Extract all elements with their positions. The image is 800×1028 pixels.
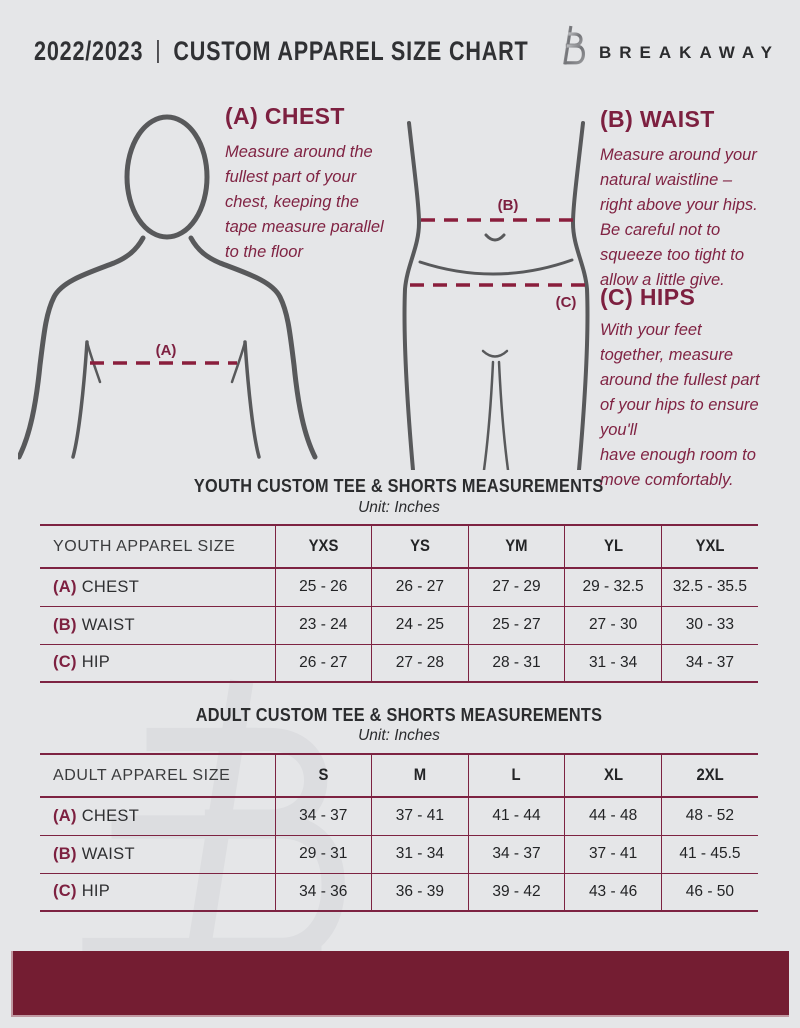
measurement-value: 24 - 25 xyxy=(371,606,469,644)
size-column-label: YOUTH APPAREL SIZE xyxy=(53,537,236,555)
measurement-value: 44 - 48 xyxy=(564,797,662,835)
size-header-xl: XL xyxy=(564,754,662,797)
measurement-row: (A) CHEST 25 - 26 26 - 27 27 - 29 29 - 32.5 3… xyxy=(40,568,758,606)
measurement-value: 27 - 29 xyxy=(467,568,565,606)
chest-marker-label: (A) xyxy=(156,342,177,359)
size-header-m: M xyxy=(371,754,469,797)
measurement-value: 46 - 50 xyxy=(660,873,758,911)
footer-bar xyxy=(11,951,789,1017)
size-header-ys: YS xyxy=(371,525,469,568)
adult-size-table: ADULT APPAREL SIZE S M L XL 2XL (A) CHEST 34 - … xyxy=(40,753,758,912)
measurement-row: (B) WAIST 23 - 24 24 - 25 25 - 27 27 - 30 30 … xyxy=(40,606,758,644)
chest-guide-heading: (A) CHEST xyxy=(225,103,345,129)
measurement-label: (C) HIP xyxy=(53,882,111,901)
measurement-label: (B) WAIST xyxy=(53,844,135,863)
upper-body-figure: (A) xyxy=(18,114,318,460)
measurement-label: (A) CHEST xyxy=(53,806,140,825)
youth-size-table: YOUTH APPAREL SIZE YXS YS YM YL YXL (A) CHEST 2… xyxy=(40,524,758,683)
waist-guide-description: Measure around your natural waistline – … xyxy=(600,146,758,289)
measurement-label: (C) HIP xyxy=(53,653,111,672)
youth-section-title: YOUTH CUSTOM TEE & SHORTS MEASUREMENTS xyxy=(194,475,604,496)
measurement-row: (B) WAIST 29 - 31 31 - 34 34 - 37 37 - 41 41 … xyxy=(40,835,758,873)
brand-name: BREAKAWAY xyxy=(599,43,780,62)
breakaway-logo-icon xyxy=(549,25,586,65)
title-year: 2022/2023 xyxy=(34,36,144,66)
lower-body-figure: (B) (C) xyxy=(402,121,590,470)
measurement-value: 37 - 41 xyxy=(371,797,469,835)
size-header-2xl: 2XL xyxy=(660,754,758,797)
measurement-value: 36 - 39 xyxy=(371,873,469,911)
adult-unit-label: Unit: Inches xyxy=(358,727,440,744)
measurement-value: 31 - 34 xyxy=(371,835,469,873)
measurement-value: 37 - 41 xyxy=(564,835,662,873)
measurement-value: 34 - 37 xyxy=(467,835,565,873)
adult-section-title: ADULT CUSTOM TEE & SHORTS MEASUREMENTS xyxy=(195,704,603,725)
measurement-value: 43 - 46 xyxy=(564,873,662,911)
size-header-s: S xyxy=(274,754,372,797)
chest-guide-description: Measure around the fullest part of your … xyxy=(225,143,384,261)
measurement-value: 27 - 28 xyxy=(371,644,469,682)
measurement-value: 34 - 37 xyxy=(274,797,372,835)
size-table-header-row: YOUTH APPAREL SIZE YXS YS YM YL YXL xyxy=(40,525,758,568)
measurement-value: 25 - 26 xyxy=(274,568,372,606)
title-divider: | xyxy=(155,36,162,64)
measurement-value: 48 - 52 xyxy=(660,797,758,835)
measurement-row: (C) HIP 34 - 36 36 - 39 39 - 42 43 - 46 46 - … xyxy=(40,873,758,911)
measurement-row: (A) CHEST 34 - 37 37 - 41 41 - 44 44 - 48 48 … xyxy=(40,797,758,835)
size-table-header-row: ADULT APPAREL SIZE S M L XL 2XL xyxy=(40,754,758,797)
measurement-value: 28 - 31 xyxy=(467,644,565,682)
measurement-value: 34 - 36 xyxy=(274,873,372,911)
measurement-value: 31 - 34 xyxy=(564,644,662,682)
hips-guide-description: With your feet together, measure around … xyxy=(600,321,760,489)
measurement-label: (A) CHEST xyxy=(53,577,140,596)
measurement-value: 26 - 27 xyxy=(371,568,469,606)
size-header-ym: YM xyxy=(467,525,565,568)
size-header-yxl: YXL xyxy=(660,525,758,568)
measurement-value: 27 - 30 xyxy=(564,606,662,644)
measurement-value: 30 - 33 xyxy=(660,606,758,644)
measurement-value: 34 - 37 xyxy=(660,644,758,682)
measurement-value: 39 - 42 xyxy=(467,873,565,911)
hips-guide-heading: (C) HIPS xyxy=(600,284,696,310)
measurement-value: 26 - 27 xyxy=(274,644,372,682)
size-header-yxs: YXS xyxy=(274,525,372,568)
size-header-yl: YL xyxy=(564,525,662,568)
measurement-label: (B) WAIST xyxy=(53,615,135,634)
measurement-value: 23 - 24 xyxy=(274,606,372,644)
measurement-value: 29 - 31 xyxy=(274,835,372,873)
measurement-value: 25 - 27 xyxy=(467,606,565,644)
page-title: 2022/2023 | CUSTOM APPAREL SIZE CHART xyxy=(34,36,529,67)
waist-guide-heading: (B) WAIST xyxy=(600,106,715,132)
waist-marker-label: (B) xyxy=(498,197,519,214)
measurement-value: 29 - 32.5 xyxy=(564,568,662,606)
measurement-value: 32.5 - 35.5 xyxy=(660,568,758,606)
title-text: CUSTOM APPAREL SIZE CHART xyxy=(173,36,529,66)
size-header-l: L xyxy=(467,754,565,797)
measurement-value: 41 - 45.5 xyxy=(660,835,758,873)
size-column-label: ADULT APPAREL SIZE xyxy=(53,766,231,784)
youth-unit-label: Unit: Inches xyxy=(358,499,440,516)
measurement-value: 41 - 44 xyxy=(467,797,565,835)
hips-marker-label: (C) xyxy=(556,294,577,311)
measurement-row: (C) HIP 26 - 27 27 - 28 28 - 31 31 - 34 34 - … xyxy=(40,644,758,682)
